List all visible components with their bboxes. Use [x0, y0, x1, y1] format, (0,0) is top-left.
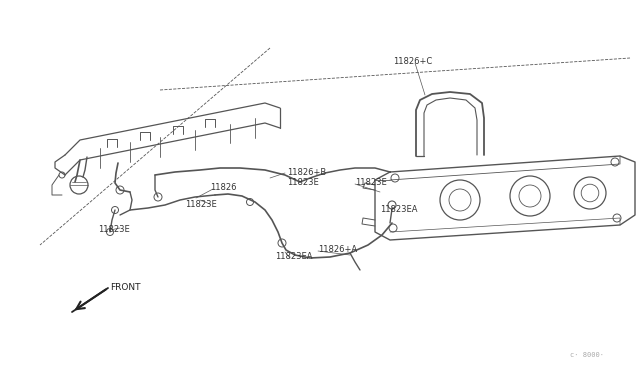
Text: 11826+C: 11826+C: [393, 57, 432, 66]
Text: 11826+B: 11826+B: [287, 168, 326, 177]
Text: 11826: 11826: [210, 183, 237, 192]
Text: 11823EA: 11823EA: [380, 205, 417, 214]
Text: 11823EA: 11823EA: [275, 252, 312, 261]
Text: 11823E: 11823E: [98, 225, 130, 234]
Text: 11826+A: 11826+A: [318, 245, 357, 254]
Text: 11823E: 11823E: [355, 178, 387, 187]
Text: 11823E: 11823E: [287, 178, 319, 187]
Text: FRONT: FRONT: [110, 283, 141, 292]
Text: 11823E: 11823E: [185, 200, 217, 209]
Text: c· 8000·: c· 8000·: [570, 352, 604, 358]
